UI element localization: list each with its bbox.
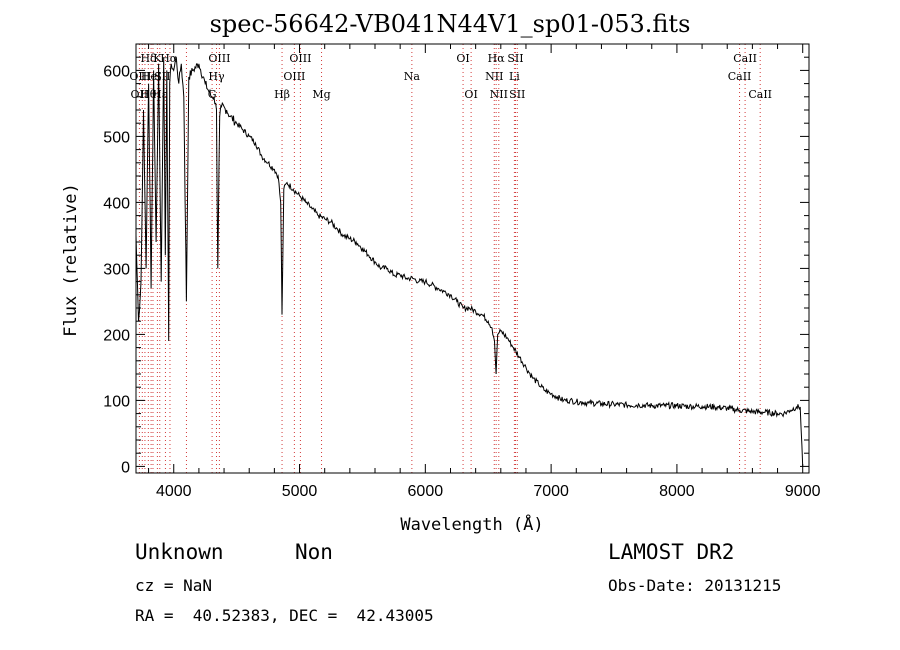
- y-tick-label: 300: [103, 261, 130, 278]
- ra-dec: RA = 40.52383, DEC = 42.43005: [135, 606, 434, 625]
- line-label: CaII: [728, 70, 752, 83]
- y-tick-label: 100: [103, 393, 130, 410]
- line-label: Na: [404, 70, 421, 83]
- x-tick-label: 4000: [156, 483, 192, 500]
- line-label: G: [208, 88, 217, 101]
- line-label: CaII: [748, 88, 772, 101]
- line-label: Hβ: [274, 88, 290, 101]
- y-tick-label: 200: [103, 327, 130, 344]
- line-label: OIII: [289, 52, 311, 65]
- line-label: SII: [507, 52, 523, 65]
- x-tick-label: 6000: [408, 483, 444, 500]
- line-label: SII: [154, 70, 170, 83]
- line-label: CaII: [733, 52, 757, 65]
- x-axis-label: Wavelength (Å): [400, 513, 543, 535]
- y-axis-label: Flux (relative): [61, 183, 81, 337]
- x-tick-label: 9000: [785, 483, 821, 500]
- line-label: NII: [485, 70, 503, 83]
- line-label: NII: [490, 88, 508, 101]
- obs-date: Obs-Date: 20131215: [608, 576, 782, 595]
- line-label: K: [153, 52, 162, 65]
- line-label: HeI: [141, 70, 161, 83]
- line-label: OII: [131, 88, 149, 101]
- line-label: SII: [509, 88, 525, 101]
- plot-frame: [135, 43, 810, 474]
- x-tick-label: 8000: [659, 483, 695, 500]
- line-label: OIII: [129, 70, 151, 83]
- y-tick-label: 400: [103, 195, 130, 212]
- chart-title: spec-56642-VB041N44V1_sp01-053.fits: [209, 10, 691, 38]
- line-markers: [138, 44, 761, 473]
- y-tick-label: 500: [103, 129, 130, 146]
- line-label: Hε: [152, 88, 168, 101]
- line-label: OI: [456, 52, 469, 65]
- spectral-subclass: Non: [295, 540, 333, 564]
- line-label: OIII: [208, 52, 230, 65]
- line-label: OIII: [283, 70, 305, 83]
- line-label: Hα: [160, 52, 178, 65]
- line-label: Hδ: [140, 52, 157, 65]
- redshift-cz: cz = NaN: [135, 576, 213, 595]
- line-label: Hθ: [140, 88, 157, 101]
- line-label: Hα: [488, 52, 506, 65]
- line-label: Li: [509, 70, 520, 83]
- line-label: Mg: [312, 88, 330, 101]
- spectrum-line: [135, 57, 804, 467]
- y-tick-label: 600: [103, 63, 130, 80]
- y-tick-label: 0: [121, 459, 130, 476]
- line-label: Hγ: [208, 70, 225, 83]
- x-tick-label: 5000: [282, 483, 318, 500]
- line-label: OI: [464, 88, 477, 101]
- x-tick-label: 7000: [533, 483, 569, 500]
- axis-ticks: 4000 5000 6000 7000 8000 9000 0 100 200 300 400 500…: [103, 43, 821, 500]
- spectral-class: Unknown: [135, 540, 224, 564]
- survey-name: LAMOST DR2: [608, 540, 735, 564]
